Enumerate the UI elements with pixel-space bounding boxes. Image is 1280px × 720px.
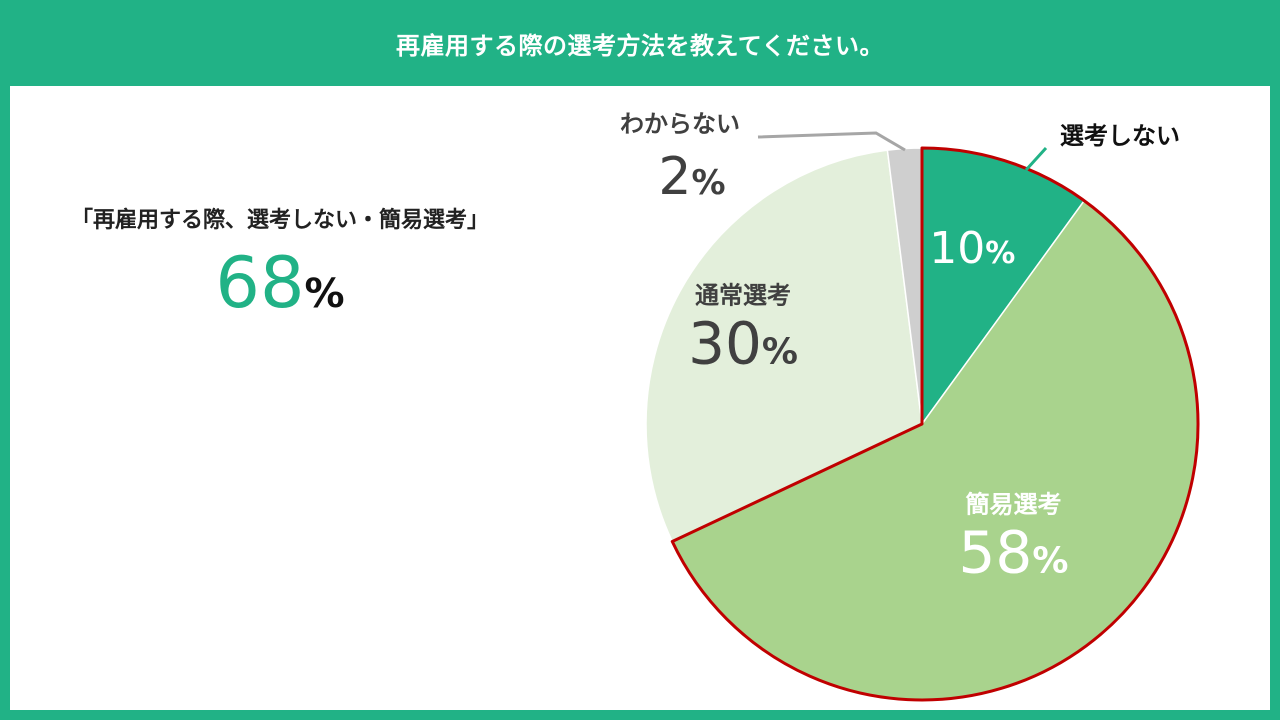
summary-number: 68 [215, 242, 305, 324]
slice-regular [645, 149, 923, 543]
header-bar: 再雇用する際の選考方法を教えてください。 [0, 0, 1280, 86]
slice-label-3: わからない 2% [620, 110, 740, 207]
leader-line-unknown [757, 131, 906, 152]
summary-label: 「再雇用する際、選考しない・簡易選考」 [70, 208, 489, 233]
slice-label-0: 10% 選考しない [929, 122, 1180, 274]
data-label-name: 選考しない [1060, 122, 1180, 150]
leader-line-none [1024, 146, 1048, 172]
page-title: 再雇用する際の選考方法を教えてください。 [395, 31, 885, 60]
summary-block: 「再雇用する際、選考しない・簡易選考」 68% [70, 202, 490, 318]
data-label-value: 10% [929, 223, 1015, 274]
summary-value: 68% [70, 248, 490, 318]
highlight-outline [670, 146, 1200, 702]
data-label-value: 2% [658, 147, 725, 207]
data-label-value: 30% [688, 310, 798, 378]
data-label-name: 通常選考 [695, 282, 791, 310]
summary-unit: % [304, 271, 345, 317]
data-label-name: 簡易選考 [965, 491, 1061, 519]
data-label-name: わからない [620, 110, 740, 138]
